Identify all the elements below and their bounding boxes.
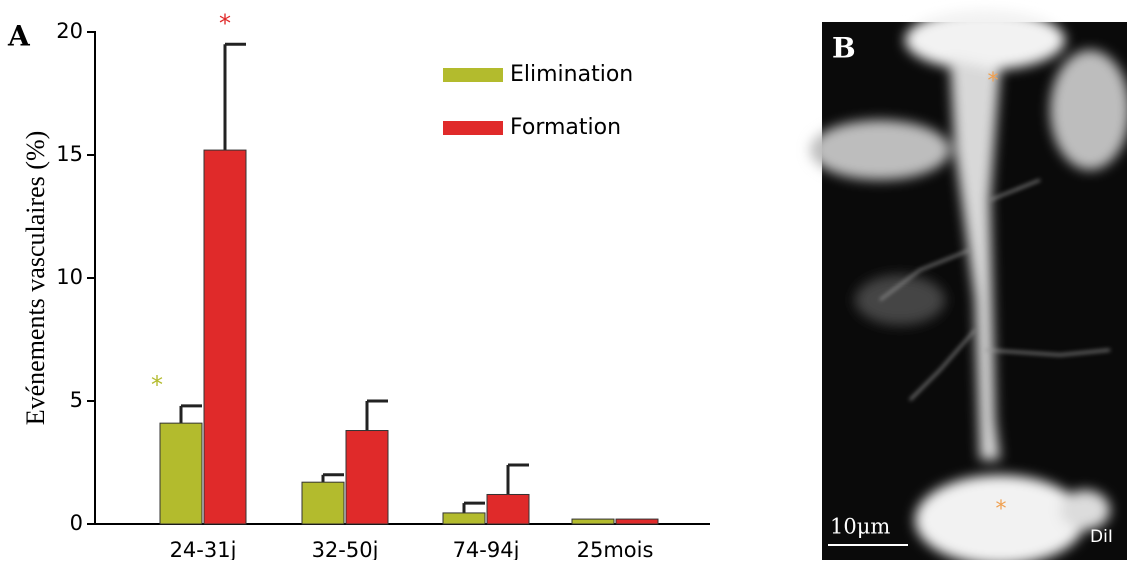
legend-swatch bbox=[443, 68, 503, 82]
error-bar bbox=[179, 404, 202, 424]
panel-label: A bbox=[7, 20, 31, 53]
legend-label: Elimination bbox=[510, 62, 633, 87]
y-tick-label: 5 bbox=[70, 388, 83, 412]
scale-bar-label: 10μm bbox=[830, 515, 890, 539]
legend-label: Formation bbox=[510, 115, 621, 140]
error-bar bbox=[462, 501, 485, 513]
bar bbox=[345, 430, 389, 525]
bar bbox=[203, 149, 247, 525]
bar bbox=[615, 518, 659, 525]
processes bbox=[879, 179, 1111, 401]
cell bbox=[810, 10, 1127, 564]
soma-marker: * bbox=[996, 497, 1007, 522]
panel-label: B bbox=[832, 32, 856, 65]
significance-marker: * bbox=[151, 371, 163, 399]
legend-swatch bbox=[443, 121, 503, 135]
y-tick-label: 0 bbox=[70, 511, 83, 535]
error-bar bbox=[365, 399, 388, 431]
bar bbox=[486, 493, 530, 525]
plot: 0 5 10 15 20 24-31j 32-50j 74-94j 25mois * * Elimin… bbox=[56, 9, 710, 562]
y-tick-label: 10 bbox=[56, 265, 83, 289]
bar bbox=[442, 512, 486, 525]
x-tick-label: 74-94j bbox=[453, 538, 520, 560]
error-bar bbox=[506, 463, 529, 495]
x-tick-label: 25mois bbox=[577, 538, 654, 560]
y-tick-label: 15 bbox=[56, 142, 83, 166]
bar bbox=[159, 422, 203, 525]
bar bbox=[301, 481, 345, 525]
micrograph: B 10μm DiI * * bbox=[810, 10, 1127, 564]
y-axis-label: Evénements vasculaires (%) bbox=[21, 131, 50, 426]
error-bar bbox=[223, 42, 246, 151]
bar bbox=[571, 518, 615, 525]
significance-marker: * bbox=[219, 9, 231, 37]
x-tick-label: 32-50j bbox=[312, 538, 379, 560]
x-tick-label: 24-31j bbox=[170, 538, 237, 560]
error-bar bbox=[321, 473, 344, 483]
y-tick-label: 20 bbox=[56, 19, 83, 43]
soma-marker: * bbox=[988, 69, 999, 94]
stain-label: DiI bbox=[1090, 527, 1113, 547]
